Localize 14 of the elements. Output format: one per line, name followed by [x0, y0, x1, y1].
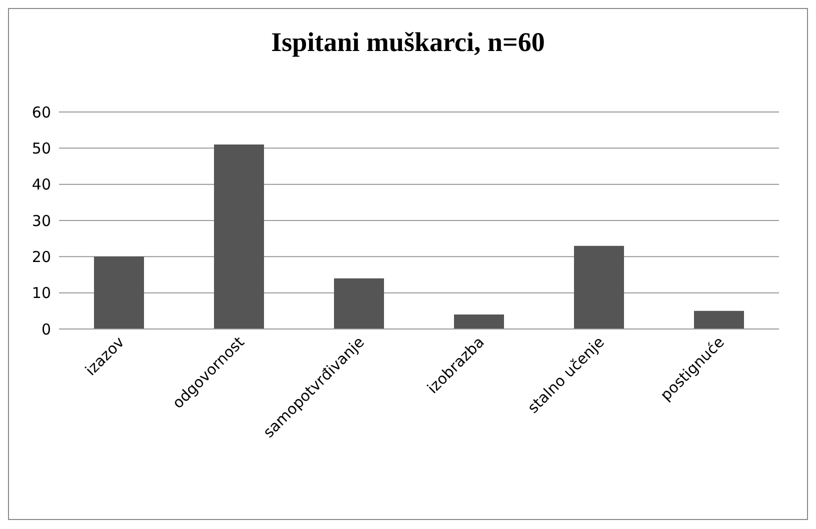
y-tick-label: 30 — [32, 212, 51, 230]
y-tick-label: 0 — [41, 320, 51, 338]
bar — [94, 256, 144, 329]
bar — [574, 246, 624, 329]
bar — [694, 310, 744, 329]
bar — [214, 144, 264, 329]
y-tick-label: 10 — [32, 284, 51, 302]
bar — [334, 278, 384, 329]
y-tick-label: 40 — [32, 176, 51, 194]
y-tick-label: 60 — [32, 103, 51, 122]
y-tick-label: 50 — [32, 139, 51, 158]
bar — [454, 314, 504, 329]
y-tick-label: 20 — [32, 248, 51, 266]
chart-title: Ispitani muškarci, n=60 — [270, 27, 546, 58]
